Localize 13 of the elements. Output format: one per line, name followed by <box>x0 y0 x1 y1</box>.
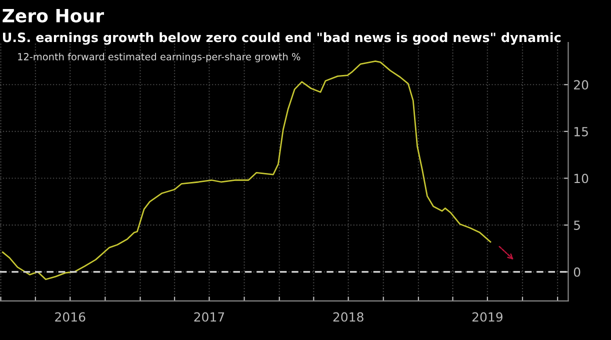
chart-subtitle: U.S. earnings growth below zero could end "bad news is good news" dynamic <box>3 32 561 45</box>
x-tick-label: 2016 <box>55 312 86 322</box>
line-series <box>2 60 492 280</box>
chart-title: Zero Hour <box>2 9 104 22</box>
x-tick-label: 2019 <box>472 312 502 322</box>
x-tick-label: 2017 <box>194 312 224 322</box>
y-tick-label: 5 <box>574 220 580 230</box>
y-tick-label: 15 <box>574 127 588 136</box>
x-tick-label: 2018 <box>333 312 364 322</box>
annotation: 12-month forward estimated earnings-per-share growth % <box>18 52 300 62</box>
y-tick-label: 10 <box>574 174 588 184</box>
y-tick-label: 0 <box>574 267 580 277</box>
y-tick-label: 20 <box>574 80 588 90</box>
